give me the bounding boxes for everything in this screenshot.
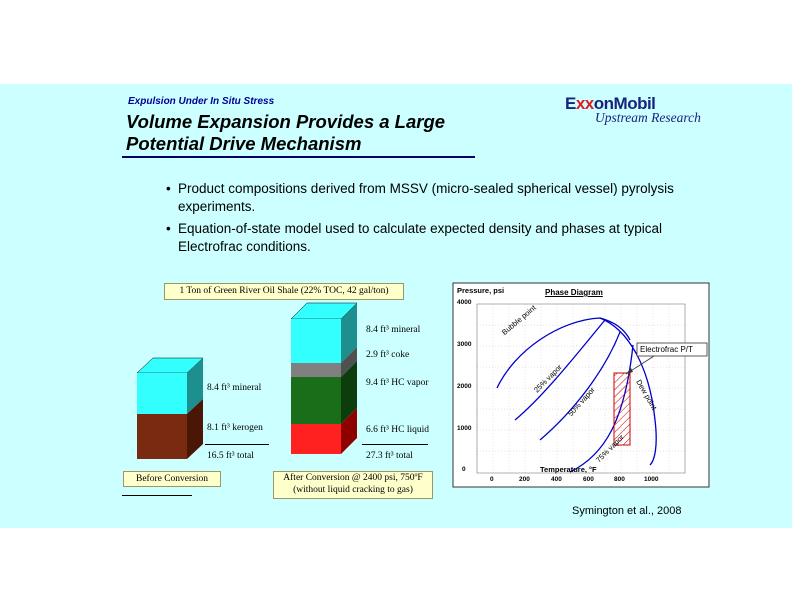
after-caption-line-2: (without liquid cracking to gas) — [293, 485, 413, 495]
before-caption-rule — [122, 495, 192, 496]
after-total-label: 27.3 ft³ total — [366, 451, 413, 461]
phase-x-tick: 200 — [519, 476, 530, 483]
phase-x-tick: 1000 — [644, 476, 659, 483]
before-total-rule — [205, 444, 269, 445]
phase-x-tick: 600 — [583, 476, 594, 483]
after-vapor-label: 9.4 ft³ HC vapor — [366, 378, 429, 388]
phase-y-tick: 4000 — [457, 299, 472, 306]
title-line-2: Potential Drive Mechanism — [126, 133, 362, 154]
bullet-dot: • — [166, 181, 171, 196]
volume-figure-header: 1 Ton of Green River Oil Shale (22% TOC,… — [164, 283, 404, 300]
phase-x-tick: 800 — [614, 476, 625, 483]
phase-y-tick: 3000 — [457, 341, 472, 348]
before-mineral-label: 8.4 ft³ mineral — [207, 383, 262, 393]
title-line-1: Volume Expansion Provides a Large — [126, 111, 446, 132]
logo-suffix: onMobil — [593, 94, 656, 113]
after-liquid-label: 6.6 ft³ HC liquid — [366, 425, 430, 435]
phase-y-tick: 2000 — [457, 383, 472, 390]
after-caption: After Conversion @ 2400 psi, 750ºF (with… — [273, 471, 433, 499]
bullet-text: Equation-of-state model used to calculat… — [178, 221, 663, 254]
title-underline — [122, 156, 475, 158]
slide-title: Volume Expansion Provides a Large Potent… — [126, 111, 445, 155]
exxonmobil-logo: ExxonMobil — [565, 94, 656, 114]
bullet-item: • Product compositions derived from MSSV … — [166, 180, 686, 215]
before-total-label: 16.5 ft³ total — [207, 451, 254, 461]
logo-prefix: E — [565, 94, 576, 113]
electrofrac-callout-label: Electrofrac P/T — [640, 345, 693, 354]
after-mineral-label: 8.4 ft³ mineral — [366, 325, 421, 335]
after-caption-line-1: After Conversion @ 2400 psi, 750ºF — [283, 473, 423, 483]
bullet-text: Product compositions derived from MSSV (… — [178, 181, 674, 214]
after-total-rule — [362, 444, 428, 445]
logo-subtext: Upstream Research — [595, 110, 701, 125]
bullet-list: • Product compositions derived from MSSV … — [166, 180, 686, 260]
after-coke-label: 2.9 ft³ coke — [366, 350, 410, 360]
logo-xx: xx — [575, 94, 594, 113]
phase-ylabel: Pressure, psi — [457, 286, 505, 295]
before-caption: Before Conversion — [123, 471, 221, 487]
phase-xlabel: Temperature, °F — [540, 465, 597, 474]
phase-y-tick: 1000 — [457, 425, 472, 432]
bullet-dot: • — [166, 221, 171, 236]
phase-x-tick: 0 — [490, 476, 494, 483]
bullet-item: • Equation-of-state model used to calcula… — [166, 220, 686, 255]
before-kerogen-label: 8.1 ft³ kerogen — [207, 423, 263, 433]
slide-subtitle: Expulsion Under In Situ Stress — [128, 96, 275, 107]
citation: Symington et al., 2008 — [572, 505, 682, 517]
phase-x-tick: 400 — [551, 476, 562, 483]
phase-title: Phase Diagram — [545, 288, 603, 297]
phase-y-tick: 0 — [462, 466, 466, 473]
